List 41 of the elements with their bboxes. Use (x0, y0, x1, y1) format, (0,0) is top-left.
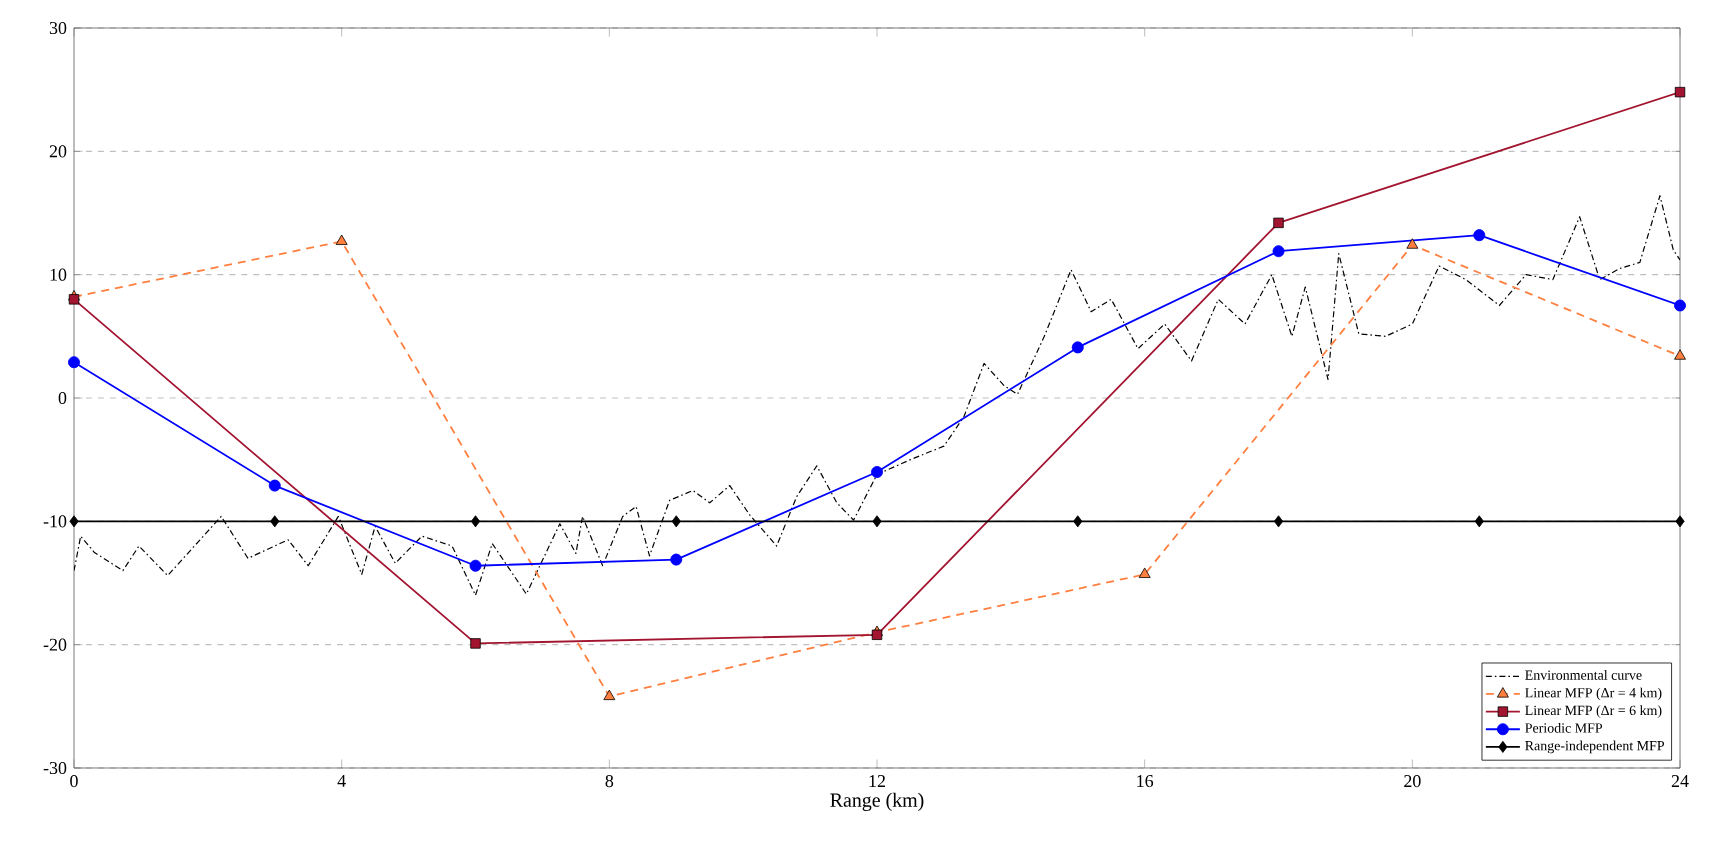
point (470, 515, 481, 528)
point (1674, 86, 1686, 98)
point (871, 466, 883, 478)
y-tick-label: -20 (43, 638, 67, 651)
point (1406, 238, 1419, 249)
x-tick-label: 0 (70, 775, 78, 788)
point (335, 234, 348, 245)
point (1071, 341, 1084, 354)
point (603, 689, 616, 701)
point (671, 515, 681, 528)
point (1273, 217, 1284, 229)
point (1474, 515, 1484, 528)
point (1674, 299, 1686, 312)
point (470, 638, 481, 649)
x-tick-label: 16 (1137, 775, 1154, 788)
y-tick-label: 30 (49, 21, 67, 35)
x-tick-label: 20 (1404, 775, 1421, 788)
x-tick-label: 12 (869, 775, 885, 787)
x-tick-label: 24 (1671, 775, 1689, 787)
point (270, 515, 280, 528)
point (1272, 245, 1285, 258)
point (872, 515, 882, 528)
point (1273, 515, 1284, 528)
y-tick-label: 20 (49, 145, 67, 158)
point (1674, 349, 1686, 360)
x-axis-title: Range (km) (830, 792, 924, 811)
y-tick-label: 0 (58, 391, 67, 405)
point (268, 479, 281, 492)
y-tick-label: -30 (43, 761, 67, 775)
point (1073, 515, 1083, 528)
y-tick-label: 10 (50, 268, 67, 281)
point (69, 515, 79, 528)
point (1675, 515, 1685, 528)
x-tick-label: 4 (337, 775, 346, 787)
point (469, 559, 482, 572)
point (670, 553, 683, 566)
y-tick-label: -10 (43, 515, 67, 528)
x-tick-label: 8 (605, 775, 614, 788)
point (68, 356, 80, 369)
point (1473, 229, 1486, 242)
point (1138, 567, 1151, 578)
